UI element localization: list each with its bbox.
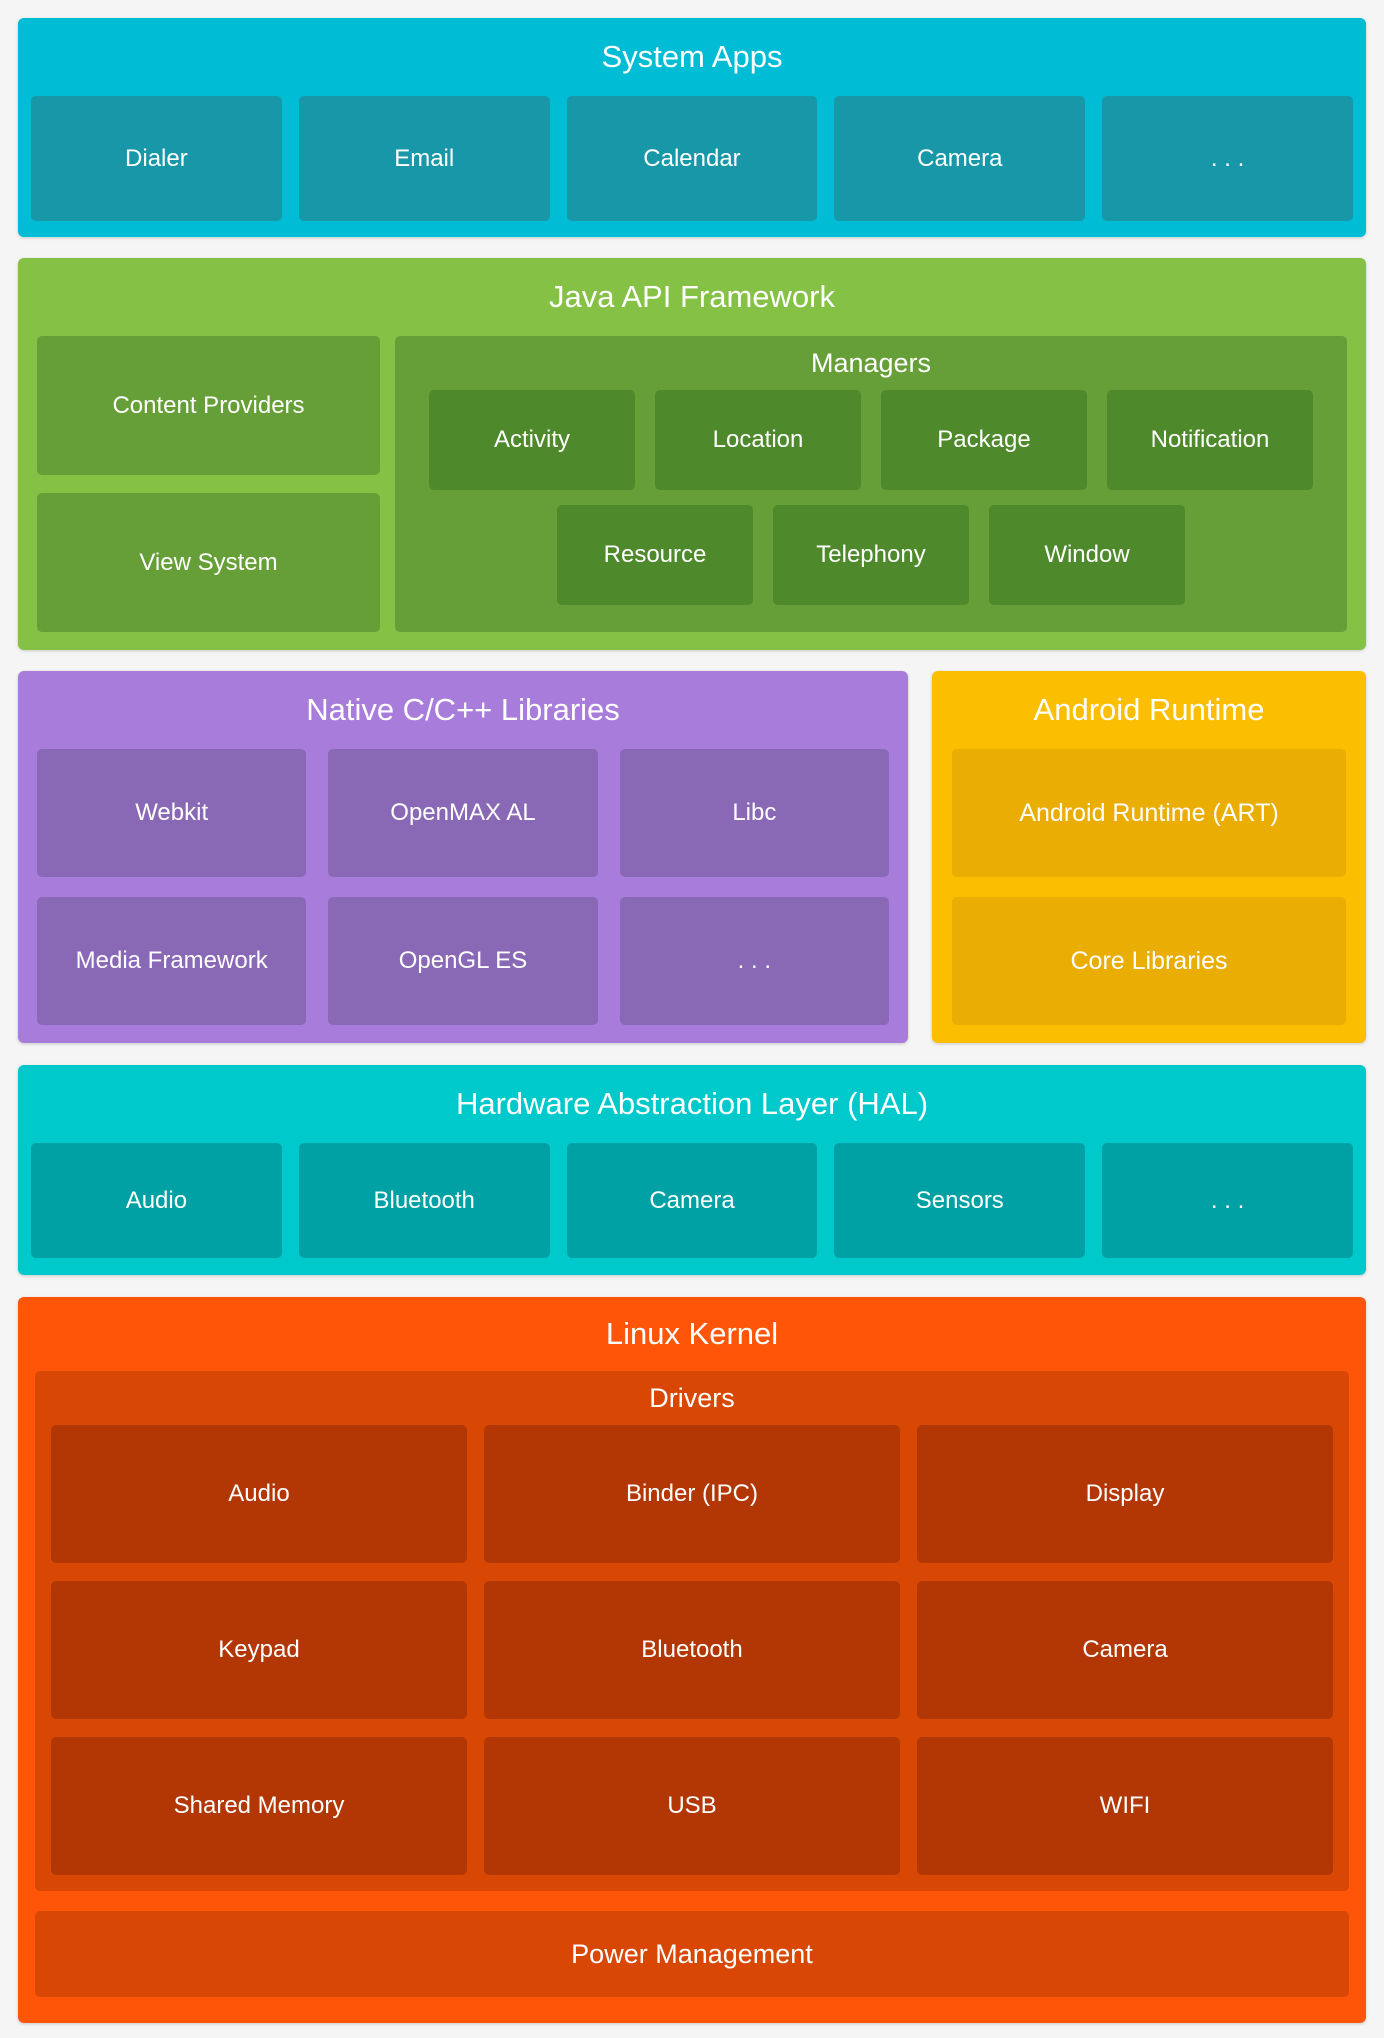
- block-window-manager: Window: [989, 505, 1185, 605]
- java-api-title: Java API Framework: [549, 279, 835, 314]
- block-core-libraries: Core Libraries: [952, 897, 1346, 1025]
- block-driver-shared-memory: Shared Memory: [51, 1737, 467, 1875]
- block-driver-bluetooth: Bluetooth: [484, 1581, 900, 1719]
- block-hal-bluetooth: Bluetooth: [298, 1143, 550, 1258]
- block-art: Android Runtime (ART): [952, 749, 1346, 877]
- block-package-manager: Package: [881, 390, 1087, 490]
- native-libraries-title: Native C/C++ Libraries: [306, 692, 620, 727]
- system-apps-chip-row: Dialer Email Calendar Camera . . .: [18, 96, 1366, 221]
- block-driver-display: Display: [917, 1425, 1333, 1563]
- section-system-apps: System Apps Dialer Email Calendar Camera…: [18, 18, 1366, 237]
- android-runtime-boxes: Android Runtime (ART) Core Libraries: [932, 749, 1366, 1025]
- hal-title: Hardware Abstraction Layer (HAL): [455, 1086, 929, 1121]
- block-calendar: Calendar: [566, 96, 818, 221]
- section-linux-kernel: Linux Kernel Drivers Audio Binder (IPC) …: [18, 1297, 1366, 2023]
- block-openmax-al: OpenMAX AL: [328, 749, 598, 877]
- block-telephony-manager: Telephony: [773, 505, 969, 605]
- block-apps-ellipsis: . . .: [1102, 96, 1353, 221]
- section-hal: Hardware Abstraction Layer (HAL) Audio B…: [18, 1065, 1366, 1275]
- block-hal-camera: Camera: [566, 1143, 818, 1258]
- block-driver-usb: USB: [484, 1737, 900, 1875]
- block-media-framework: Media Framework: [37, 897, 307, 1025]
- block-dialer: Dialer: [31, 96, 282, 221]
- block-opengl-es: OpenGL ES: [328, 897, 598, 1025]
- managers-row-1: Activity Location Package Notification: [429, 390, 1313, 490]
- block-hal-ellipsis: . . .: [1102, 1143, 1353, 1258]
- section-android-runtime: Android Runtime Android Runtime (ART) Co…: [932, 671, 1366, 1043]
- block-notification-manager: Notification: [1107, 390, 1313, 490]
- block-libc: Libc: [619, 749, 889, 877]
- hal-chip-row: Audio Bluetooth Camera Sensors . . .: [18, 1143, 1366, 1258]
- android-runtime-title: Android Runtime: [1033, 692, 1265, 727]
- native-libraries-chips: Webkit OpenMAX AL Libc Media Framework O…: [18, 749, 908, 1025]
- block-resource-manager: Resource: [557, 505, 753, 605]
- block-camera-app: Camera: [834, 96, 1086, 221]
- drivers-box: Drivers Audio Binder (IPC) Display Keypa…: [35, 1371, 1349, 1891]
- java-api-left-column: Content Providers View System: [37, 336, 380, 632]
- block-activity-manager: Activity: [429, 390, 635, 490]
- block-driver-keypad: Keypad: [51, 1581, 467, 1719]
- block-driver-binder: Binder (IPC): [484, 1425, 900, 1563]
- managers-box: Managers Activity Location Package Notif…: [395, 336, 1347, 632]
- managers-row-2: Resource Telephony Window: [429, 505, 1313, 605]
- block-email: Email: [298, 96, 550, 221]
- java-api-content: Content Providers View System Managers A…: [18, 336, 1366, 632]
- block-webkit: Webkit: [37, 749, 307, 877]
- linux-kernel-title: Linux Kernel: [605, 1316, 779, 1351]
- block-hal-sensors: Sensors: [834, 1143, 1086, 1258]
- libraries-runtime-row: Native C/C++ Libraries Webkit OpenMAX AL…: [18, 671, 1366, 1043]
- section-native-libraries: Native C/C++ Libraries Webkit OpenMAX AL…: [18, 671, 908, 1043]
- block-driver-audio: Audio: [51, 1425, 467, 1563]
- managers-title: Managers: [810, 348, 932, 378]
- block-hal-audio: Audio: [31, 1143, 282, 1258]
- block-native-ellipsis: . . .: [619, 897, 889, 1025]
- block-view-system: View System: [37, 493, 380, 632]
- section-java-api-framework: Java API Framework Content Providers Vie…: [18, 258, 1366, 650]
- block-driver-camera: Camera: [917, 1581, 1333, 1719]
- block-content-providers: Content Providers: [37, 336, 380, 475]
- drivers-title: Drivers: [649, 1383, 735, 1413]
- system-apps-title: System Apps: [601, 39, 783, 74]
- block-power-management: Power Management: [35, 1911, 1349, 1997]
- drivers-grid: Audio Binder (IPC) Display Keypad Blueto…: [51, 1425, 1333, 1875]
- block-driver-wifi: WIFI: [917, 1737, 1333, 1875]
- block-location-manager: Location: [655, 390, 861, 490]
